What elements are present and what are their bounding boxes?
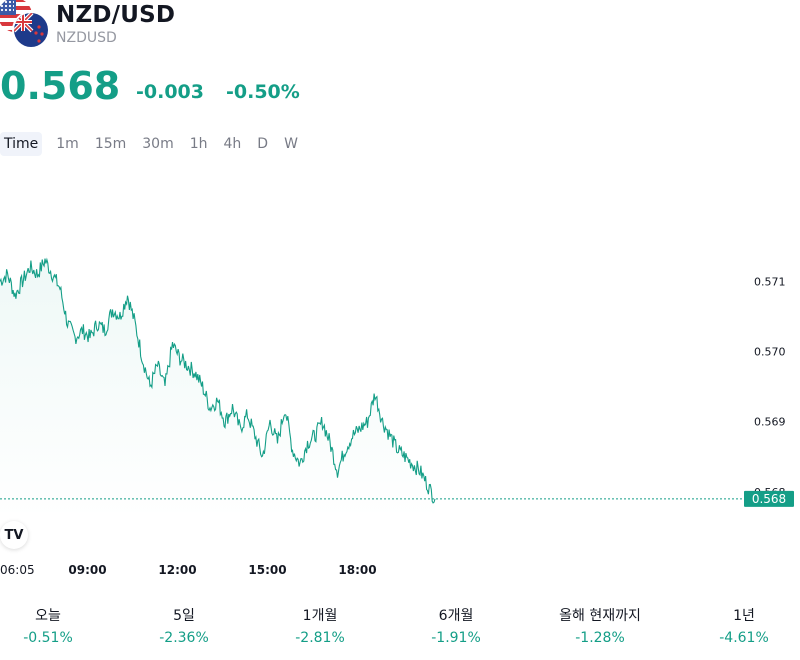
symbol-title: NZD/USD (56, 2, 176, 28)
period-label: 5일 (173, 608, 195, 624)
tab-4h[interactable]: 4h (223, 136, 242, 152)
last-price-label: 0.568 (752, 492, 786, 506)
y-tick-label: 0.569 (754, 416, 786, 429)
price-change-percent: -0.50% (226, 81, 300, 103)
nz-flag-icon (14, 13, 48, 47)
x-tick-label: 06:05 (0, 563, 35, 577)
chart-price-line (0, 257, 436, 504)
tab-1h[interactable]: 1h (189, 136, 208, 152)
x-tick-label: 09:00 (68, 563, 106, 577)
period-value: -1.28% (575, 630, 625, 646)
price-change-absolute: -0.003 (136, 81, 204, 103)
period-5d[interactable]: 5일 -2.36% (134, 605, 234, 649)
period-value: -2.36% (159, 630, 209, 646)
current-price: 0.568 (0, 64, 121, 108)
tab-w[interactable]: W (284, 136, 298, 152)
period-label: 6개월 (438, 608, 474, 624)
last-price-badge: 0.568 (744, 490, 794, 507)
tab-time[interactable]: Time (0, 132, 43, 156)
x-axis: 06:05 09:00 12:00 15:00 18:00 (0, 563, 377, 577)
interval-tabs: Time 1m 15m 30m 1h 4h D W (0, 132, 306, 156)
tab-1m[interactable]: 1m (56, 136, 79, 152)
period-6m[interactable]: 6개월 -1.91% (406, 605, 506, 649)
x-tick-label: 15:00 (248, 563, 286, 577)
tab-15m[interactable]: 15m (94, 136, 127, 152)
tradingview-logo-icon[interactable]: TV (0, 521, 28, 549)
x-tick-label: 12:00 (158, 563, 196, 577)
symbol-flags (0, 0, 50, 48)
period-label: 올해 현재까지 (559, 608, 641, 624)
period-value: -0.51% (23, 630, 73, 646)
period-value: -4.61% (719, 630, 769, 646)
period-label: 오늘 (35, 608, 61, 624)
period-value: -2.81% (295, 630, 345, 646)
y-tick-label: 0.570 (754, 345, 786, 358)
price-chart-svg[interactable]: 0.571 0.570 0.569 0.568 06:05 09:00 12:00 15:0… (0, 160, 800, 590)
tab-30m[interactable]: 30m (142, 136, 174, 152)
tab-d[interactable]: D (257, 136, 269, 152)
period-ytd[interactable]: 올해 현재까지 -1.28% (540, 605, 660, 649)
period-1y[interactable]: 1년 -4.61% (694, 605, 794, 649)
period-1m[interactable]: 1개월 -2.81% (270, 605, 370, 649)
period-label: 1년 (733, 608, 755, 624)
period-today[interactable]: 오늘 -0.51% (0, 605, 96, 649)
y-tick-label: 0.571 (754, 275, 786, 288)
x-tick-label: 18:00 (338, 563, 376, 577)
chart-area-fill (0, 258, 435, 520)
performance-periods: 오늘 -0.51% 5일 -2.36% 1개월 -2.81% 6개월 -1.91… (0, 605, 800, 655)
period-label: 1개월 (302, 608, 338, 624)
period-value: -1.91% (431, 630, 481, 646)
symbol-code: NZDUSD (56, 30, 117, 46)
price-chart[interactable]: 0.571 0.570 0.569 0.568 06:05 09:00 12:00 15:0… (0, 160, 800, 590)
